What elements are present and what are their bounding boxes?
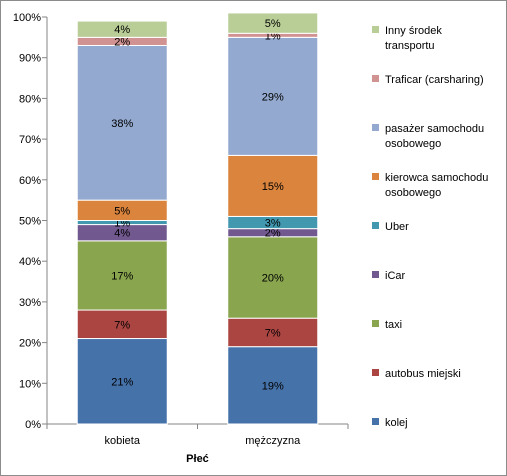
data-label: 2%	[265, 228, 281, 240]
legend-swatch	[372, 369, 379, 376]
legend-swatch	[372, 75, 379, 82]
data-label: 5%	[265, 18, 281, 30]
data-label: 7%	[114, 319, 130, 331]
bar-segment	[227, 346, 319, 425]
legend-label-line2: osobowego	[385, 187, 441, 199]
x-category-label: mężczyzna	[245, 435, 301, 447]
bar-segment	[76, 338, 168, 425]
data-label: 4%	[114, 228, 130, 240]
data-label: 15%	[262, 181, 284, 193]
legend-label: pasażer samochodu	[385, 123, 484, 135]
legend-label: autobus miejski	[385, 368, 461, 380]
data-label: 5%	[114, 205, 130, 217]
legend-swatch	[372, 320, 379, 327]
data-label: 17%	[111, 270, 133, 282]
legend-label: Inny środek	[385, 25, 442, 37]
bar-segment	[227, 154, 319, 217]
legend-swatch	[372, 173, 379, 180]
legend-swatch	[372, 222, 379, 229]
bar-segment	[76, 240, 168, 311]
bar-segment	[76, 44, 168, 201]
data-label: 4%	[114, 24, 130, 36]
data-label: 7%	[265, 327, 281, 339]
y-tick-label: 90%	[19, 53, 41, 65]
legend-label: Uber	[385, 221, 409, 233]
y-tick-label: 60%	[19, 175, 41, 187]
legend-label-line2: transportu	[385, 40, 435, 52]
data-label: 29%	[262, 91, 284, 103]
y-tick-label: 30%	[19, 297, 41, 309]
data-label: 2%	[114, 36, 130, 48]
bar-segment	[76, 20, 168, 38]
data-label: 3%	[265, 218, 281, 230]
legend-swatch	[372, 271, 379, 278]
legend-label: iCar	[385, 270, 406, 282]
bar-segment	[227, 317, 319, 348]
legend-swatch	[372, 418, 379, 425]
bar-segment	[227, 236, 319, 319]
legend-label: kolej	[385, 417, 408, 429]
legend-label-line2: osobowego	[385, 138, 441, 150]
y-tick-label: 70%	[19, 134, 41, 146]
bar-segment	[76, 309, 168, 340]
legend-swatch	[372, 26, 379, 33]
y-tick-label: 0%	[25, 419, 41, 431]
x-axis-title: Płeć	[186, 453, 209, 465]
data-label: 38%	[111, 118, 133, 130]
data-label: 19%	[262, 380, 284, 392]
legend-swatch	[372, 124, 379, 131]
y-tick-label: 40%	[19, 256, 41, 268]
y-tick-label: 50%	[19, 216, 41, 228]
bar-segment	[227, 36, 319, 156]
legend-label: taxi	[385, 319, 402, 331]
x-category-label: kobieta	[105, 435, 141, 447]
data-label: 20%	[262, 272, 284, 284]
data-label: 21%	[111, 376, 133, 388]
y-tick-label: 10%	[19, 378, 41, 390]
y-tick-label: 80%	[19, 93, 41, 105]
y-tick-label: 20%	[19, 338, 41, 350]
legend-label: Traficar (carsharing)	[385, 74, 484, 86]
y-tick-label: 100%	[13, 12, 41, 24]
legend-label: kierowca samochodu	[385, 172, 488, 184]
bar-segment	[227, 12, 319, 34]
